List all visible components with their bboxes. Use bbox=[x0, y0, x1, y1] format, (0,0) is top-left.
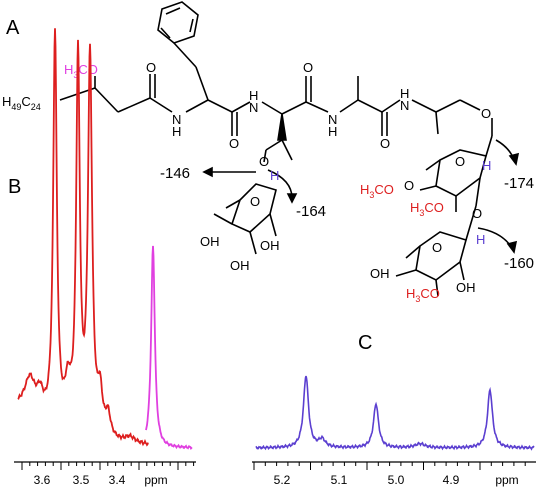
ether-o-4: O bbox=[472, 206, 482, 221]
anomeric-h-1: H bbox=[270, 168, 279, 183]
shift-label-174: -174 bbox=[504, 175, 534, 192]
oh-1b: OH bbox=[230, 258, 250, 273]
ether-o-1: O bbox=[481, 106, 491, 121]
amide-n-1: N bbox=[172, 112, 181, 127]
spectrum-c-tick-5-2: 5.2 bbox=[274, 473, 291, 487]
spectrum-b-trace-red bbox=[17, 28, 149, 447]
carbonyl-o-3: O bbox=[303, 60, 313, 75]
oh-1a: OH bbox=[200, 234, 220, 249]
anomeric-h-2: H bbox=[482, 158, 491, 173]
panel-label-c: C bbox=[358, 332, 372, 354]
ring-o-3: O bbox=[432, 240, 442, 255]
amide-n-4: N bbox=[400, 98, 409, 113]
spectrum-c-unit: ppm bbox=[495, 473, 518, 487]
methoxy-red-1: H3CO bbox=[360, 182, 394, 200]
carbonyl-o-2: O bbox=[229, 136, 239, 151]
spectrum-b-tick-3-6: 3.6 bbox=[34, 473, 51, 487]
shift-label-146: -146 bbox=[160, 165, 190, 182]
spectrum-c-tick-5-0: 5.0 bbox=[388, 473, 405, 487]
carbonyl-o-4: O bbox=[380, 136, 390, 151]
amide-h-2: H bbox=[249, 88, 258, 103]
chemical-structure bbox=[59, 1, 520, 297]
spectrum-c-trace bbox=[255, 375, 535, 451]
oh-3b: OH bbox=[456, 280, 476, 295]
oh-3a: OH bbox=[370, 266, 390, 281]
amide-n-3: N bbox=[328, 112, 337, 127]
ring-o-1: O bbox=[250, 194, 260, 209]
ether-o-2: O bbox=[259, 154, 269, 169]
ring-o-2: O bbox=[455, 154, 465, 169]
ether-o-3: O bbox=[404, 178, 414, 193]
spectrum-b-trace-magenta bbox=[145, 245, 193, 450]
spectrum-c-tick-4-9: 4.9 bbox=[443, 473, 460, 487]
amide-h-4: H bbox=[400, 86, 409, 101]
spectrum-b-tick-3-5: 3.5 bbox=[73, 473, 90, 487]
spectrum-c: 5.2 5.1 5.0 4.9 ppm bbox=[252, 375, 536, 487]
spectrum-b-unit: ppm bbox=[144, 473, 167, 487]
panel-label-a: A bbox=[6, 17, 20, 39]
shift-label-164: -164 bbox=[296, 203, 326, 220]
amide-n-2: N bbox=[249, 100, 258, 115]
oh-1c: OH bbox=[260, 238, 280, 253]
panel-label-b: B bbox=[8, 176, 21, 198]
spectrum-c-tick-5-1: 5.1 bbox=[331, 473, 348, 487]
methoxy-red-3: H3CO bbox=[406, 286, 440, 304]
amide-h-3: H bbox=[328, 124, 337, 139]
wedge-bond bbox=[277, 113, 287, 141]
spectrum-b-tick-3-4: 3.4 bbox=[109, 473, 126, 487]
methoxy-label-top: H3CO bbox=[64, 62, 98, 80]
anomeric-h-3: H bbox=[476, 232, 485, 247]
spectrum-b: 3.6 3.5 3.4 ppm bbox=[14, 28, 196, 487]
methoxy-red-2: H3CO bbox=[410, 200, 444, 218]
shift-label-160: -160 bbox=[504, 255, 534, 272]
phenyl-ring bbox=[157, 1, 199, 44]
amide-h-1: H bbox=[172, 124, 181, 139]
carbonyl-o-1: O bbox=[146, 60, 156, 75]
lipid-chain-label: H49C24 bbox=[2, 94, 41, 112]
